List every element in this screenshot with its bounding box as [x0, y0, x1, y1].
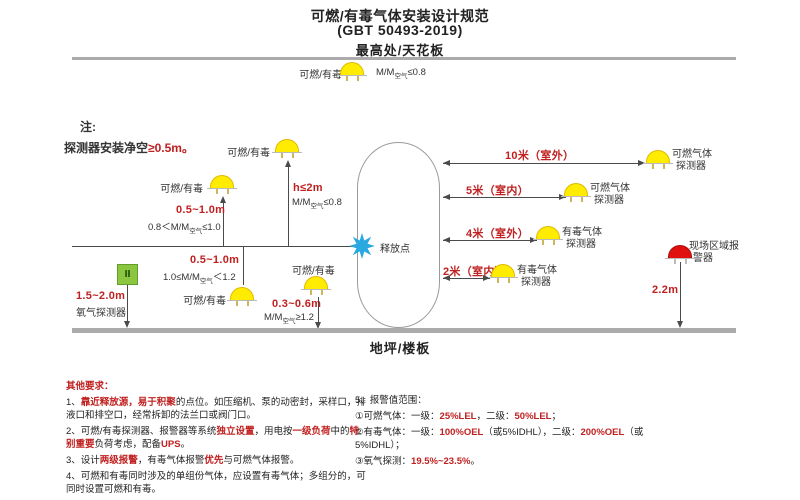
arrow-up-line: [285, 160, 291, 246]
note-clearance: 探测器安装净空≥0.5m。: [64, 141, 194, 155]
gas-detector-icon: [207, 175, 237, 194]
distance-label: 0.5~1.0m: [190, 254, 240, 266]
distance-label: 10米（室外）: [505, 150, 575, 162]
formula-ceiling: M/M空气≤0.8: [376, 67, 426, 80]
oxygen-detector-label: 氧气探测器: [76, 308, 126, 319]
note-item: ③氧气探测：19.5%~23.5%。: [355, 456, 480, 467]
gas-detector-icon: [643, 150, 673, 169]
flammable-toxic-label: 可燃/有毒: [183, 296, 226, 307]
area-alarm-label: 现场区域报 警器: [689, 241, 739, 264]
double-arrow: [443, 193, 566, 200]
detector-label: 有毒气体 探测器: [562, 227, 602, 250]
notes-alarm-values: 5、报警值范围： ①可燃气体：一级：25%LEL，二级：50%LEL； ②有毒气…: [355, 394, 655, 471]
tank-vessel: [357, 142, 440, 328]
oxygen-range-label: 1.5~2.0m: [76, 290, 126, 302]
formula-density-up: 0.8＜M/M空气≤1.0: [148, 222, 221, 235]
notes-other-requirements: 其他要求： 1、靠近释放源，易于积聚的点位。如压缩机、泵的动密封，采样口，排液口…: [66, 380, 368, 499]
note-item: 4、可燃和有毒同时涉及的单组份气体，应设置有毒气体；多组分的，可同时设置可燃和有…: [66, 471, 366, 495]
flammable-toxic-label: 可燃/有毒: [227, 148, 270, 159]
floor-bar: [72, 328, 736, 333]
flammable-toxic-label: 可燃/有毒: [292, 266, 335, 277]
release-point-star-icon: [349, 233, 375, 259]
alarm-height-label: 2.2m: [652, 284, 679, 296]
page-title: 可燃/有毒气体安装设计规范: [310, 8, 490, 24]
gas-detector-icon: [227, 287, 257, 306]
page-subtitle: (GBT 50493-2019): [337, 22, 463, 38]
floor-label: 地坪/楼板: [369, 341, 431, 356]
note-prefix: 注:: [80, 120, 96, 134]
formula-density-down: M/M空气≥1.2: [264, 312, 314, 325]
distance-label: 0.5~1.0m: [176, 204, 226, 216]
gas-detector-icon: [488, 264, 518, 283]
gas-detector-icon: [561, 183, 591, 202]
detector-label: 有毒气体 探测器: [517, 265, 557, 288]
note-item: 2、可燃/有毒探测器、报警器等系统独立设置，用电按一级负荷中的特别重要负荷考虑，…: [66, 426, 360, 450]
arrow-down-line: [677, 262, 683, 328]
double-arrow: [443, 274, 490, 281]
oxygen-detector-icon: Ⅱ: [117, 264, 138, 285]
drop-line: [243, 247, 244, 285]
ceiling-bar: [72, 57, 736, 60]
gas-detector-icon: [301, 276, 331, 295]
gas-detector-icon: [533, 226, 563, 245]
detector-label: 可燃气体 探测器: [672, 149, 712, 172]
gas-detector-icon: [337, 62, 367, 81]
gas-detector-icon: [272, 139, 302, 158]
release-point-label: 释放点: [380, 244, 410, 255]
arrow-down-line: [124, 285, 130, 328]
double-arrow: [443, 236, 537, 243]
height-limit-label: h≤2m: [293, 182, 323, 194]
area-alarm-icon: [665, 245, 695, 264]
ceiling-label: 最高处/天花板: [355, 43, 445, 58]
note-item: ①可燃气体：一级：25%LEL，二级：50%LEL；: [355, 411, 561, 422]
note-item: 3、设计两级报警，有毒气体报警优先与可燃气体报警。: [66, 455, 300, 466]
distance-label: 4米（室外）: [466, 228, 529, 240]
note-item: 1、靠近释放源，易于积聚的点位。如压缩机、泵的动密封，采样口，排液口和排空口，经…: [66, 397, 366, 421]
arrow-up-line: [220, 196, 226, 246]
distance-label: 0.3~0.6m: [272, 298, 322, 310]
notes-heading: 5、报警值范围：: [355, 395, 427, 406]
distance-label: 5米（室内）: [466, 185, 529, 197]
flammable-toxic-label: 可燃/有毒: [160, 184, 203, 195]
formula-density-below: 1.0≤M/M空气＜1.2: [163, 272, 236, 285]
double-arrow: [443, 159, 645, 166]
detector-label: 可燃气体 探测器: [590, 183, 630, 206]
note-item: ②有毒气体：一级：100%OEL（或5%IDHL），二级：200%OEL（或5%…: [355, 427, 644, 451]
notes-heading: 其他要求：: [66, 381, 114, 392]
flammable-toxic-label: 可燃/有毒: [299, 70, 342, 81]
arrow-down-line: [315, 297, 321, 329]
pipe-line: [72, 246, 357, 247]
formula-density-tall: M/M空气≤0.8: [292, 197, 342, 210]
